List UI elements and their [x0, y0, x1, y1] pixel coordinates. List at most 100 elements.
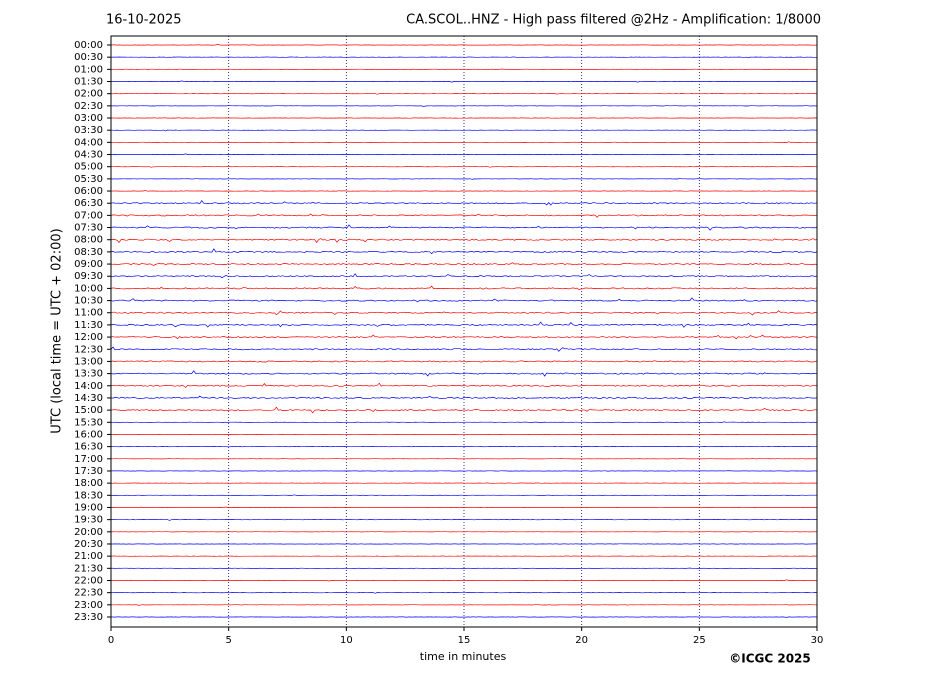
y-tick-label: 22:00 [74, 575, 103, 586]
trace [110, 44, 817, 46]
trace [110, 360, 818, 363]
trace [110, 579, 818, 582]
chart-title: CA.SCOL..HNZ - High pass filtered @2Hz -… [406, 13, 821, 28]
y-tick-label: 09:30 [74, 271, 103, 282]
trace [110, 370, 818, 377]
y-tick-label: 16:00 [74, 429, 103, 440]
trace [110, 519, 818, 521]
trace [110, 199, 818, 206]
y-tick-label: 02:30 [74, 101, 103, 112]
y-axis-label: UTC (local time = UTC + 02:00) [50, 228, 65, 433]
y-tick-label: 05:00 [74, 162, 103, 173]
trace [110, 592, 818, 594]
trace [110, 395, 818, 399]
y-tick-label: 04:30 [74, 150, 103, 161]
x-tick-label: 0 [108, 635, 114, 646]
trace [110, 68, 818, 71]
y-tick-label: 19:30 [74, 515, 103, 526]
trace [110, 382, 818, 388]
y-tick-label: 11:00 [74, 308, 103, 319]
trace [110, 248, 818, 255]
y-tick-label: 02:00 [74, 89, 103, 100]
y-tick-label: 19:00 [74, 502, 103, 513]
trace [110, 105, 818, 107]
trace [110, 285, 818, 290]
trace [110, 93, 818, 95]
x-tick-label: 15 [458, 635, 471, 646]
trace [110, 470, 818, 472]
credit: ©ICGC 2025 [729, 652, 811, 666]
y-tick-label: 17:30 [74, 466, 103, 477]
y-tick-label: 07:30 [74, 223, 103, 234]
y-tick-label: 10:30 [74, 296, 103, 307]
y-tick-label: 20:30 [74, 539, 103, 550]
axes-frame [110, 35, 818, 628]
plot-area [110, 36, 818, 627]
y-tick-label: 03:30 [74, 125, 103, 136]
y-tick-label: 20:00 [74, 527, 103, 538]
y-tick-label: 18:00 [74, 478, 103, 489]
trace [110, 224, 818, 231]
y-tick-label: 21:00 [74, 551, 103, 562]
trace [110, 213, 818, 218]
trace [111, 616, 818, 618]
y-tick-label: 14:00 [74, 381, 103, 392]
trace [110, 506, 818, 509]
y-tick-label: 04:00 [74, 137, 103, 148]
y-tick-label: 08:00 [74, 235, 103, 246]
x-axis-label: time in minutes [420, 650, 507, 663]
trace [110, 80, 818, 83]
trace [110, 334, 818, 340]
y-tick-label: 05:30 [74, 174, 103, 185]
trace [110, 421, 818, 423]
date: 16-10-2025 [106, 13, 182, 28]
y-tick-label: 16:30 [74, 442, 103, 453]
x-tick-label: 10 [340, 635, 353, 646]
y-tick-label: 18:30 [74, 490, 103, 501]
trace [110, 297, 818, 303]
y-tick-label: 17:00 [74, 454, 103, 465]
y-tick-label: 06:00 [74, 186, 103, 197]
y-tick-label: 11:30 [74, 320, 103, 331]
trace [110, 262, 818, 266]
y-tick-label: 22:30 [74, 588, 103, 599]
x-tick-label: 25 [693, 635, 706, 646]
trace [110, 321, 818, 328]
y-tick-label: 03:00 [74, 113, 103, 124]
trace [110, 166, 818, 168]
y-tick-label: 23:00 [74, 600, 103, 611]
trace [110, 604, 818, 606]
x-tick-label: 5 [225, 635, 231, 646]
trace [110, 56, 817, 58]
trace [110, 141, 817, 143]
y-tick-label: 15:30 [74, 417, 103, 428]
y-tick-label: 13:00 [74, 356, 103, 367]
trace [110, 567, 818, 569]
x-tick-label: 30 [811, 635, 824, 646]
trace [110, 190, 818, 192]
trace [110, 457, 818, 460]
y-tick-label: 12:00 [74, 332, 103, 343]
trace [110, 273, 818, 279]
trace [110, 238, 818, 244]
y-tick-label: 06:30 [74, 198, 103, 209]
x-tick-label: 20 [575, 635, 588, 646]
y-tick-label: 00:30 [74, 52, 103, 63]
y-tick-label: 01:30 [74, 77, 103, 88]
trace [110, 494, 817, 496]
trace [110, 129, 818, 132]
y-tick-label: 07:00 [74, 210, 103, 221]
y-tick-label: 09:00 [74, 259, 103, 270]
y-tick-label: 01:00 [74, 64, 103, 75]
trace [110, 177, 817, 180]
trace [110, 406, 818, 414]
y-tick-label: 10:00 [74, 283, 103, 294]
y-tick-label: 15:00 [74, 405, 103, 416]
y-tick-label: 08:30 [74, 247, 103, 258]
y-tick-label: 13:30 [74, 369, 103, 380]
y-tick-label: 23:30 [74, 612, 103, 623]
y-tick-label: 21:30 [74, 563, 103, 574]
y-tick-label: 12:30 [74, 344, 103, 355]
